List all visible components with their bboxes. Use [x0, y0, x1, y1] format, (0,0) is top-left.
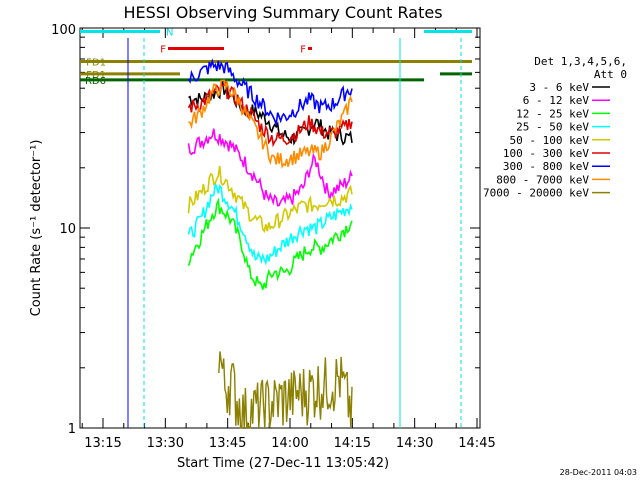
legend-label: 3 - 6 keV — [529, 81, 589, 94]
series-line-0 — [188, 80, 353, 146]
series-line-6 — [187, 58, 353, 128]
legend-label: 300 - 800 keV — [503, 160, 589, 173]
x-tick-label: 13:30 — [147, 436, 184, 451]
x-tick-label: 14:30 — [396, 436, 433, 451]
chart-title: HESSI Observing Summary Count Rates — [123, 3, 442, 22]
x-tick-label: 14:15 — [334, 436, 371, 451]
y-ticks — [80, 36, 480, 429]
series-lines — [187, 58, 353, 429]
x-tick-label: 14:00 — [271, 436, 308, 451]
series-line-7 — [188, 79, 353, 170]
x-tick-label: 14:45 — [458, 436, 495, 451]
state-bar-label: N — [166, 28, 173, 39]
legend-label: 800 - 7000 keV — [496, 173, 589, 186]
legend-label: 7000 - 20000 keV — [483, 187, 589, 200]
legend-label: 50 - 100 keV — [510, 134, 590, 147]
legend-label: 6 - 12 keV — [523, 94, 590, 107]
legend-label: 12 - 25 keV — [516, 107, 589, 120]
series-line-3 — [187, 183, 353, 266]
series-line-1 — [187, 128, 353, 207]
state-bar-label: FD1 — [86, 70, 106, 81]
legend-label: 25 - 50 keV — [516, 121, 589, 134]
y-axis-label: Count Rate (s⁻¹ detector⁻¹) — [29, 140, 44, 317]
series-line-4 — [187, 165, 353, 234]
x-tick-label: 13:15 — [84, 436, 121, 451]
state-bar-label: FD1 — [86, 57, 106, 68]
y-tick-label-10: 10 — [59, 222, 76, 237]
state-bar-label: RD6 — [85, 76, 106, 87]
legend-header: Det 1,3,4,5,6, — [534, 55, 627, 68]
state-bar-label: F — [160, 44, 166, 55]
y-tick-label-1: 1 — [68, 422, 76, 437]
x-tick-labels: 13:15 13:30 13:45 14:00 14:15 14:30 14:45 — [84, 436, 495, 451]
legend-header: Att 0 — [594, 68, 627, 81]
series-line-8 — [218, 351, 353, 429]
y-tick-label-100: 100 — [51, 23, 76, 38]
vertical-markers — [127, 38, 462, 428]
x-axis-label: Start Time (27-Dec-11 13:05:42) — [177, 456, 389, 471]
plot-timestamp: 28-Dec-2011 04:03 — [560, 468, 637, 477]
x-tick-label: 13:45 — [209, 436, 246, 451]
legend-label: 100 - 300 keV — [503, 147, 589, 160]
state-bar-label: F — [300, 44, 306, 55]
series-line-2 — [187, 197, 353, 290]
